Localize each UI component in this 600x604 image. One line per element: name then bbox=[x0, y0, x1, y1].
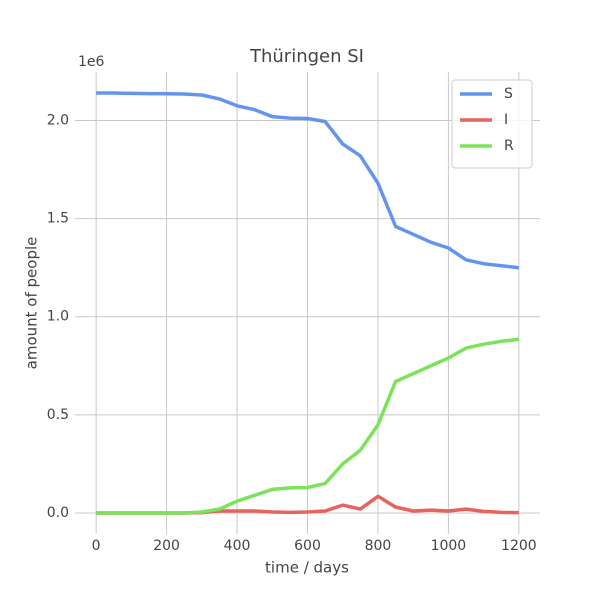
x-tick-label: 1000 bbox=[431, 538, 467, 554]
y-tick-label: 1.5 bbox=[47, 211, 69, 227]
x-tick-label: 400 bbox=[224, 538, 251, 554]
legend-label: I bbox=[504, 112, 508, 128]
series-line bbox=[96, 337, 520, 515]
legend: SIR bbox=[451, 79, 533, 169]
x-tick-label: 600 bbox=[294, 538, 321, 554]
series-line bbox=[96, 91, 520, 270]
legend-label: S bbox=[504, 86, 513, 102]
legend-label: R bbox=[504, 138, 514, 154]
x-tick-label: 0 bbox=[92, 538, 101, 554]
chart-title: Thüringen SI bbox=[249, 46, 364, 67]
y-offset-label: 1e6 bbox=[78, 54, 105, 70]
x-tick-label: 200 bbox=[153, 538, 180, 554]
y-tick-label: 0.0 bbox=[47, 505, 69, 521]
x-tick-label: 800 bbox=[365, 538, 392, 554]
y-tick-label: 1.0 bbox=[47, 309, 69, 325]
y-tick-label: 0.5 bbox=[47, 407, 69, 423]
x-tick-label: 1200 bbox=[501, 538, 537, 554]
y-tick-label: 2.0 bbox=[47, 112, 69, 128]
x-axis-label: time / days bbox=[265, 559, 349, 577]
y-axis-label: amount of people bbox=[23, 237, 41, 370]
